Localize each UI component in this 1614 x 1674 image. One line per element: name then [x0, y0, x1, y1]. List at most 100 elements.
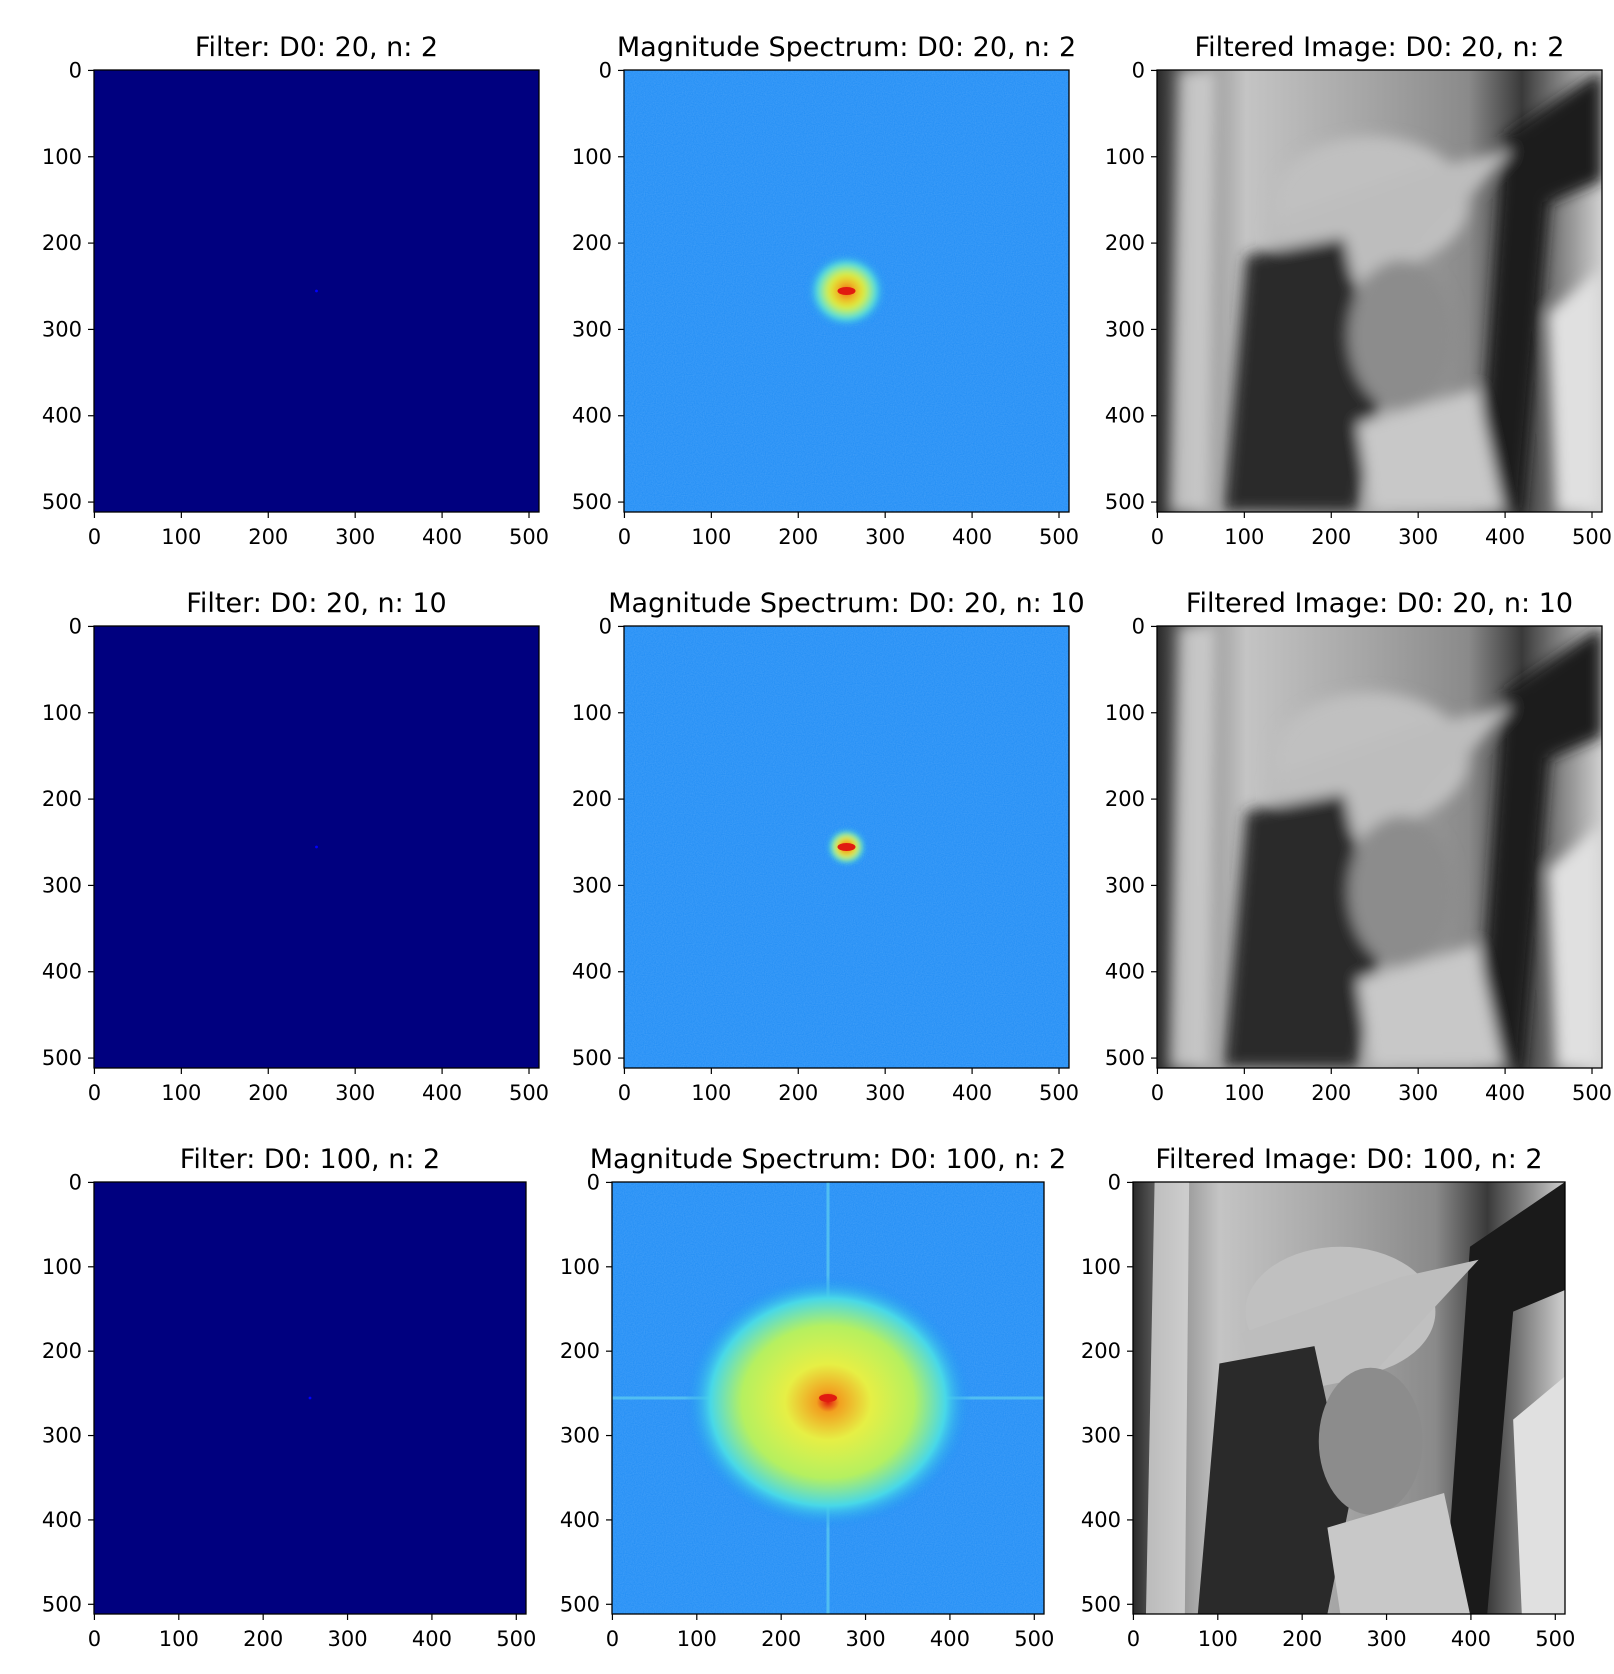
- y-tick-label: 300: [42, 317, 82, 341]
- y-tick-label: 500: [42, 1592, 82, 1616]
- y-tick-label: 100: [572, 701, 612, 725]
- panel-filter-4: Filter: D0: 20, n: 100 100 200 300 400 500010…: [42, 588, 549, 1105]
- spectrum-heatmap: [624, 70, 1069, 512]
- y-tick-label: 300: [1105, 873, 1145, 897]
- x-tick-label: 100: [161, 525, 201, 549]
- y-tick-label: 0: [599, 614, 612, 638]
- y-tick-label: 100: [572, 145, 612, 169]
- x-tick-label: 400: [1451, 1627, 1491, 1651]
- y-tick-label: 300: [1081, 1424, 1121, 1448]
- y-tick-label: 200: [1105, 231, 1145, 255]
- x-tick-label: 100: [161, 1081, 201, 1105]
- y-tick-label: 0: [69, 614, 82, 638]
- axes-frame: [1156, 69, 1603, 513]
- y-tick-label: 300: [560, 1424, 600, 1448]
- x-tick-label: 0: [618, 525, 631, 549]
- panel-spectrum-2: Magnitude Spectrum: D0: 20, n: 2 0 100 200 3…: [572, 32, 1079, 549]
- y-tick-label: 500: [42, 1046, 82, 1070]
- spectrum-heatmap: [624, 626, 1069, 1068]
- spectrum-peak: [837, 843, 856, 851]
- y-tick-label: 200: [42, 787, 82, 811]
- x-tick-label: 500: [509, 1081, 549, 1105]
- image-content: [1170, 626, 1602, 1068]
- y-tick-label: 300: [42, 1424, 82, 1448]
- axes-title: Magnitude Spectrum: D0: 100, n: 2: [590, 1144, 1066, 1175]
- axes-title: Filtered Image: D0: 100, n: 2: [1155, 1144, 1542, 1175]
- image-content: [1170, 70, 1602, 512]
- x-tick-label: 200: [248, 1081, 288, 1105]
- x-tick-label: 0: [1151, 1081, 1164, 1105]
- x-tick-label: 100: [1224, 1081, 1264, 1105]
- axes-frame: [1132, 1181, 1566, 1615]
- x-tick-label: 400: [1485, 525, 1525, 549]
- x-tick-label: 300: [865, 525, 905, 549]
- x-tick-label: 200: [761, 1627, 801, 1651]
- y-tick-label: 300: [572, 873, 612, 897]
- y-tick-label: 400: [1105, 404, 1145, 428]
- spectrum-heatmap: [612, 1182, 1044, 1614]
- filter-center-point: [308, 1396, 312, 1400]
- x-tick-label: 300: [1398, 525, 1438, 549]
- axes-frame: [623, 69, 1070, 513]
- filter-center-point: [315, 845, 318, 849]
- axes-frame: [623, 625, 1070, 1069]
- y-tick-label: 500: [560, 1592, 600, 1616]
- axes-frame: [93, 1181, 527, 1615]
- y-tick-label: 500: [1081, 1592, 1121, 1616]
- image-heatmap: [1157, 626, 1602, 1068]
- x-tick-label: 200: [248, 525, 288, 549]
- x-tick-label: 300: [1398, 1081, 1438, 1105]
- x-tick-label: 100: [1198, 1627, 1238, 1651]
- x-tick-label: 0: [88, 1627, 101, 1651]
- x-tick-label: 200: [1311, 1081, 1351, 1105]
- x-tick-label: 0: [618, 1081, 631, 1105]
- y-tick-label: 100: [42, 145, 82, 169]
- spectrum-peak: [837, 287, 856, 295]
- axes-frame: [611, 1181, 1045, 1615]
- x-tick-label: 400: [930, 1627, 970, 1651]
- y-tick-label: 0: [587, 1170, 600, 1194]
- y-tick-label: 500: [572, 1046, 612, 1070]
- y-tick-label: 200: [572, 231, 612, 255]
- y-tick-label: 300: [572, 317, 612, 341]
- x-tick-label: 200: [778, 1081, 818, 1105]
- x-tick-label: 400: [1485, 1081, 1525, 1105]
- x-tick-label: 200: [1282, 1627, 1322, 1651]
- x-tick-label: 300: [846, 1627, 886, 1651]
- y-tick-label: 500: [42, 490, 82, 514]
- axes-frame: [1156, 625, 1603, 1069]
- y-tick-label: 400: [42, 1508, 82, 1532]
- image-heatmap: [1157, 70, 1602, 512]
- x-tick-label: 100: [691, 525, 731, 549]
- y-tick-label: 100: [1105, 701, 1145, 725]
- y-tick-label: 100: [42, 1255, 82, 1279]
- y-tick-label: 500: [1105, 1046, 1145, 1070]
- x-tick-label: 500: [496, 1627, 536, 1651]
- axes-title: Filter: D0: 20, n: 10: [186, 588, 446, 619]
- x-tick-label: 0: [88, 1081, 101, 1105]
- x-tick-label: 300: [328, 1627, 368, 1651]
- y-tick-label: 500: [1105, 490, 1145, 514]
- y-tick-label: 100: [560, 1255, 600, 1279]
- axes-title: Filter: D0: 20, n: 2: [195, 32, 438, 63]
- x-tick-label: 0: [88, 525, 101, 549]
- y-tick-label: 400: [572, 960, 612, 984]
- x-tick-label: 400: [952, 525, 992, 549]
- y-tick-label: 0: [1132, 614, 1145, 638]
- x-tick-label: 400: [422, 1081, 462, 1105]
- x-tick-label: 300: [865, 1081, 905, 1105]
- axes-title: Magnitude Spectrum: D0: 20, n: 2: [617, 32, 1076, 63]
- y-tick-label: 0: [1108, 1170, 1121, 1194]
- x-tick-label: 100: [1224, 525, 1264, 549]
- axes-title: Filtered Image: D0: 20, n: 10: [1186, 588, 1573, 619]
- x-tick-label: 500: [1039, 1081, 1079, 1105]
- y-tick-label: 300: [1105, 317, 1145, 341]
- x-tick-label: 400: [422, 525, 462, 549]
- axes-title: Filter: D0: 100, n: 2: [180, 1144, 440, 1175]
- panel-spectrum-8: Magnitude Spectrum: D0: 100, n: 20 100 200…: [560, 1144, 1066, 1651]
- y-tick-label: 100: [1105, 145, 1145, 169]
- y-tick-label: 400: [572, 404, 612, 428]
- x-tick-label: 500: [1039, 525, 1079, 549]
- x-tick-label: 400: [952, 1081, 992, 1105]
- filter-center-point: [315, 289, 318, 293]
